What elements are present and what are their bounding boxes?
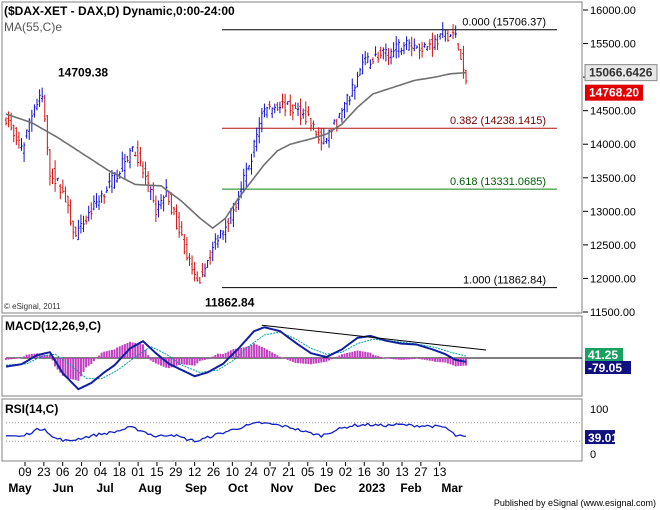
price-panel-frame <box>1 1 583 314</box>
publisher-label: Published by eSignal (www.esignal.com) <box>494 498 656 508</box>
chart-title: ($DAX-XET - DAX,D) Dynamic,0:00-24:00 <box>4 4 235 18</box>
month-label: Jun <box>52 481 73 495</box>
date-tick-label: 20 <box>75 465 89 479</box>
fib-label-bottom: 1.000 (11862.84) <box>463 275 546 287</box>
rsi-panel-frame <box>1 398 583 462</box>
price-axis-label: 12000.00 <box>590 273 636 285</box>
high-annotation: 14709.38 <box>58 66 108 80</box>
low-annotation: 11862.84 <box>205 296 255 310</box>
month-label: 2023 <box>359 481 386 495</box>
date-tick-label: 29 <box>169 465 183 479</box>
macd-series: MACD(12,26,9,C) 41.25-79.05 <box>5 319 631 391</box>
rsi-value-tag <box>585 430 615 445</box>
price-axis-label: 16000.00 <box>590 5 636 17</box>
month-label: Mar <box>441 481 463 495</box>
date-tick-label: 27 <box>414 465 428 479</box>
fib-label-top: 0.000 (15706.37) <box>462 17 546 29</box>
macd-line <box>5 326 467 391</box>
date-tick-label: 13 <box>395 465 409 479</box>
date-tick-label: 15 <box>150 465 164 479</box>
rsi-axis-label: 0 <box>590 449 596 461</box>
date-tick-label: 06 <box>56 465 70 479</box>
date-tick-label: 07 <box>263 465 277 479</box>
ma-price-tag <box>584 64 658 82</box>
date-tick-label: 30 <box>376 465 390 479</box>
date-tick-label: 26 <box>207 465 221 479</box>
month-label: Sep <box>185 481 207 495</box>
price-axis-label: 14500.00 <box>590 106 636 118</box>
ma-price-tag-label: 15066.6426 <box>589 66 653 80</box>
price-axis-label: 15500.00 <box>590 39 636 51</box>
date-tick-label: 01 <box>131 465 145 479</box>
rsi-value-tag-label: 39.01 <box>588 431 618 445</box>
date-tick-label: 09 <box>18 465 32 479</box>
date-tick-label: 18 <box>113 465 127 479</box>
price-axis-label: 13000.00 <box>590 206 636 218</box>
macd-title: MACD(12,26,9,C) <box>5 319 101 333</box>
last-price-tag <box>585 84 643 101</box>
fibonacci-levels: 0.000 (15706.37) 0.382 (14238.1415) 0.618 … <box>58 17 557 310</box>
fib-label-f618: 0.618 (13331.0685) <box>450 176 546 188</box>
month-label: Jul <box>96 481 113 495</box>
date-tick-label: 23 <box>37 465 51 479</box>
macd-trendline <box>261 324 487 351</box>
macd-panel-frame <box>1 315 583 397</box>
candlestick-series <box>4 22 468 284</box>
fib-label-f382: 0.382 (14238.1415) <box>450 115 546 127</box>
rsi-series: RSI(14,C) 100 0 39.01 <box>5 402 618 461</box>
month-label: Oct <box>228 481 248 495</box>
date-tick-label: 24 <box>245 465 259 479</box>
ma-label: MA(55,C)e <box>4 20 62 34</box>
rsi-axis-label: 100 <box>590 404 608 416</box>
date-tick-label: 04 <box>94 465 108 479</box>
date-tick-label: 21 <box>282 465 296 479</box>
price-axis-label: 14000.00 <box>590 139 636 151</box>
macd-value-tag <box>585 361 631 374</box>
month-label: Nov <box>271 481 294 495</box>
date-tick-label: 02 <box>339 465 353 479</box>
copyright-label: © eSignal, 2011 <box>4 302 61 311</box>
date-tick-label: 16 <box>358 465 372 479</box>
date-tick-label: 05 <box>301 465 315 479</box>
month-label: Dec <box>314 481 336 495</box>
macd-signal-tag <box>585 348 623 361</box>
date-tick-label: 13 <box>433 465 447 479</box>
month-label: Aug <box>138 481 161 495</box>
rsi-line <box>6 421 467 443</box>
price-axis-label: 12500.00 <box>590 240 636 252</box>
macd-value-tag-label: -79.05 <box>588 361 622 375</box>
price-axis-label: 11500.00 <box>590 307 635 319</box>
date-tick-label: 12 <box>188 465 202 479</box>
axes: 15066.6426 14768.20 09 23 06 20 04 18 01 15 29 12 26… <box>8 64 658 495</box>
month-label: Feb <box>400 481 421 495</box>
month-label: May <box>8 481 32 495</box>
date-tick-label: 10 <box>226 465 240 479</box>
macd-signal-tag-label: 41.25 <box>588 348 618 362</box>
date-tick-label: 19 <box>320 465 334 479</box>
last-price-tag-label: 14768.20 <box>589 86 639 100</box>
moving-average-line <box>5 71 467 230</box>
price-axis-label: 13500.00 <box>590 173 636 185</box>
rsi-title: RSI(14,C) <box>5 402 58 416</box>
